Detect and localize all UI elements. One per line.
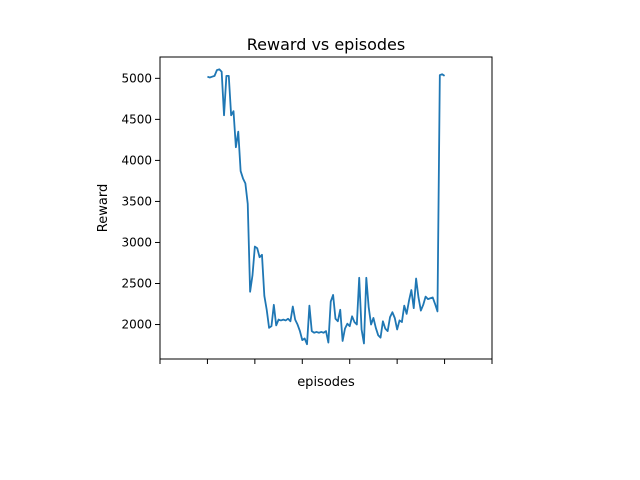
x-axis-label: episodes xyxy=(297,375,355,390)
x-axis xyxy=(159,359,493,364)
y-tick-label: 3000 xyxy=(121,235,152,249)
y-tick-label: 3500 xyxy=(121,194,152,208)
y-axis: 2000 2500 3000 3500 4000 4500 5000 xyxy=(121,71,160,332)
plot-area xyxy=(207,68,446,346)
y-tick-label: 2000 xyxy=(121,318,152,332)
chart-title: Reward vs episodes xyxy=(247,35,405,54)
y-tick-label: 2500 xyxy=(121,277,152,291)
y-tick-label: 4000 xyxy=(121,153,152,167)
y-axis-label: Reward xyxy=(96,184,111,232)
plot-frame xyxy=(159,56,493,360)
series-line-0 xyxy=(207,68,446,346)
y-tick-label: 4500 xyxy=(121,112,152,126)
y-tick-label: 5000 xyxy=(121,71,152,85)
